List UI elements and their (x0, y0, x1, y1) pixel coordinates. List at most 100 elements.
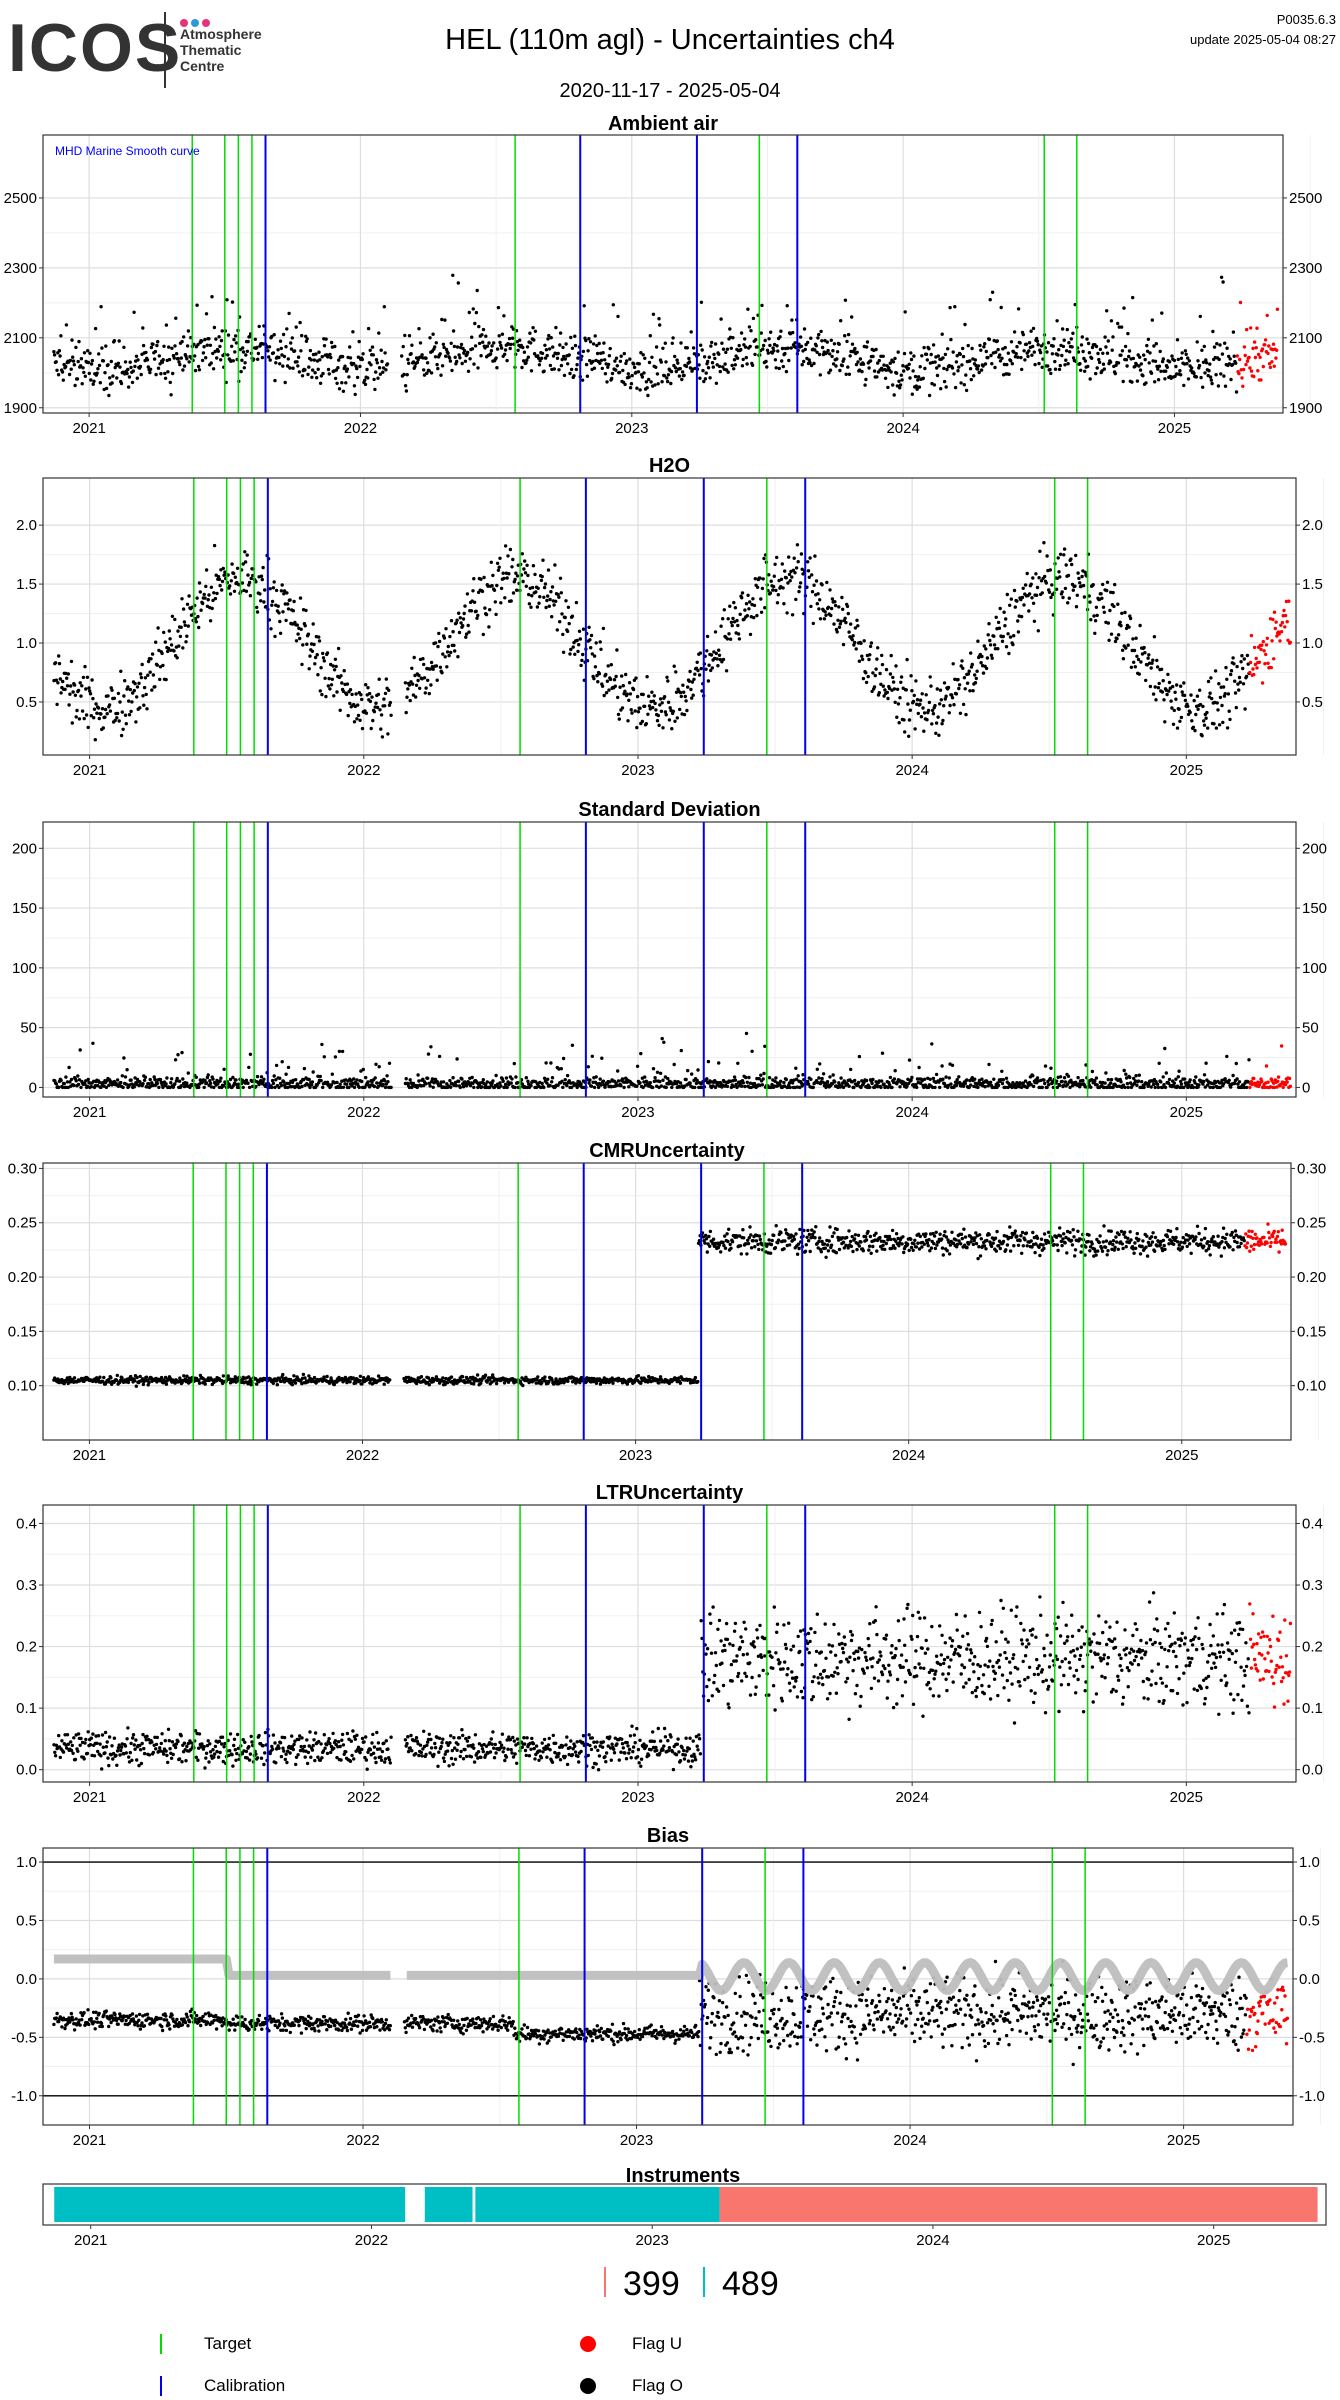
data-point (1064, 349, 1069, 353)
data-point (79, 1085, 83, 1090)
data-point (1183, 698, 1188, 703)
data-point (1272, 364, 1277, 368)
data-point (165, 1076, 169, 1080)
data-point (569, 335, 573, 340)
data-point (1134, 1074, 1138, 1078)
data-point (470, 1075, 474, 1080)
data-point (795, 543, 800, 547)
data-point (532, 352, 537, 356)
x-tick-label: 2023 (615, 420, 648, 437)
data-point (650, 690, 654, 694)
data-point (1160, 359, 1165, 364)
data-point (156, 366, 161, 370)
data-point (417, 673, 421, 678)
data-point (1121, 657, 1126, 661)
data-point (561, 345, 565, 350)
data-point (115, 376, 119, 380)
data-point (407, 334, 412, 338)
data-point (679, 341, 683, 345)
data-point (1040, 1085, 1045, 1090)
data-point (1217, 357, 1221, 362)
data-point (815, 350, 819, 354)
data-point (841, 642, 846, 647)
data-point (945, 367, 949, 372)
logo-subtitle: Atmosphere Thematic Centre (180, 26, 262, 74)
data-point (1142, 1085, 1146, 1090)
data-point (912, 693, 916, 698)
data-point (446, 644, 450, 649)
data-point (107, 703, 112, 707)
data-point (334, 664, 338, 669)
data-point (648, 334, 652, 338)
data-point (1209, 378, 1214, 382)
data-point (762, 556, 766, 561)
data-point (794, 597, 798, 602)
data-point (479, 354, 483, 358)
data-point (635, 1084, 639, 1088)
data-point (1052, 337, 1056, 341)
data-point (416, 678, 420, 683)
data-point (952, 703, 956, 707)
data-point (1144, 381, 1148, 385)
data-point (599, 647, 603, 651)
data-point (262, 600, 266, 604)
data-point (325, 651, 330, 655)
data-point (619, 354, 623, 358)
data-point (1031, 326, 1036, 331)
data-point (1082, 356, 1086, 361)
data-point (626, 372, 630, 376)
x-tick-label: 2024 (886, 420, 919, 437)
data-point (136, 358, 140, 362)
data-point (686, 1068, 690, 1073)
data-point (864, 671, 868, 675)
data-point (81, 366, 85, 370)
data-point (355, 366, 359, 371)
data-point (871, 1077, 875, 1082)
data-point (597, 341, 601, 346)
data-point (748, 600, 752, 604)
data-point (333, 657, 338, 661)
data-point (317, 635, 321, 639)
data-point (139, 372, 143, 377)
data-point (1195, 340, 1199, 344)
data-point (344, 381, 348, 385)
data-point (1126, 643, 1130, 647)
data-point (590, 652, 594, 656)
data-point (1221, 280, 1225, 284)
data-point (337, 1049, 342, 1054)
data-point (560, 357, 564, 362)
data-point (918, 698, 923, 702)
data-point (128, 360, 132, 364)
data-point (271, 351, 276, 355)
data-point (1044, 581, 1049, 585)
data-point (830, 597, 835, 601)
data-point (520, 365, 524, 370)
data-point (1229, 377, 1233, 382)
data-point (1048, 1076, 1053, 1081)
data-point (791, 330, 795, 335)
data-point (216, 575, 221, 579)
data-point (939, 387, 943, 391)
data-point (584, 362, 589, 367)
data-point (219, 1076, 223, 1080)
data-point (286, 607, 291, 611)
data-point (1160, 311, 1164, 315)
data-point (450, 368, 454, 373)
data-point (204, 568, 209, 572)
data-point (211, 1077, 215, 1081)
data-point (179, 356, 183, 360)
data-point (148, 370, 152, 375)
data-point (243, 550, 247, 554)
data-point (58, 677, 62, 681)
data-point (468, 357, 472, 361)
data-point (808, 361, 812, 365)
data-point (1071, 588, 1076, 592)
data-point (1051, 344, 1055, 348)
data-point (650, 355, 654, 359)
data-point (910, 689, 914, 693)
data-point (320, 692, 324, 697)
data-point (1020, 367, 1024, 372)
data-point (1074, 553, 1078, 558)
data-point (555, 356, 560, 360)
data-point (1262, 649, 1266, 653)
